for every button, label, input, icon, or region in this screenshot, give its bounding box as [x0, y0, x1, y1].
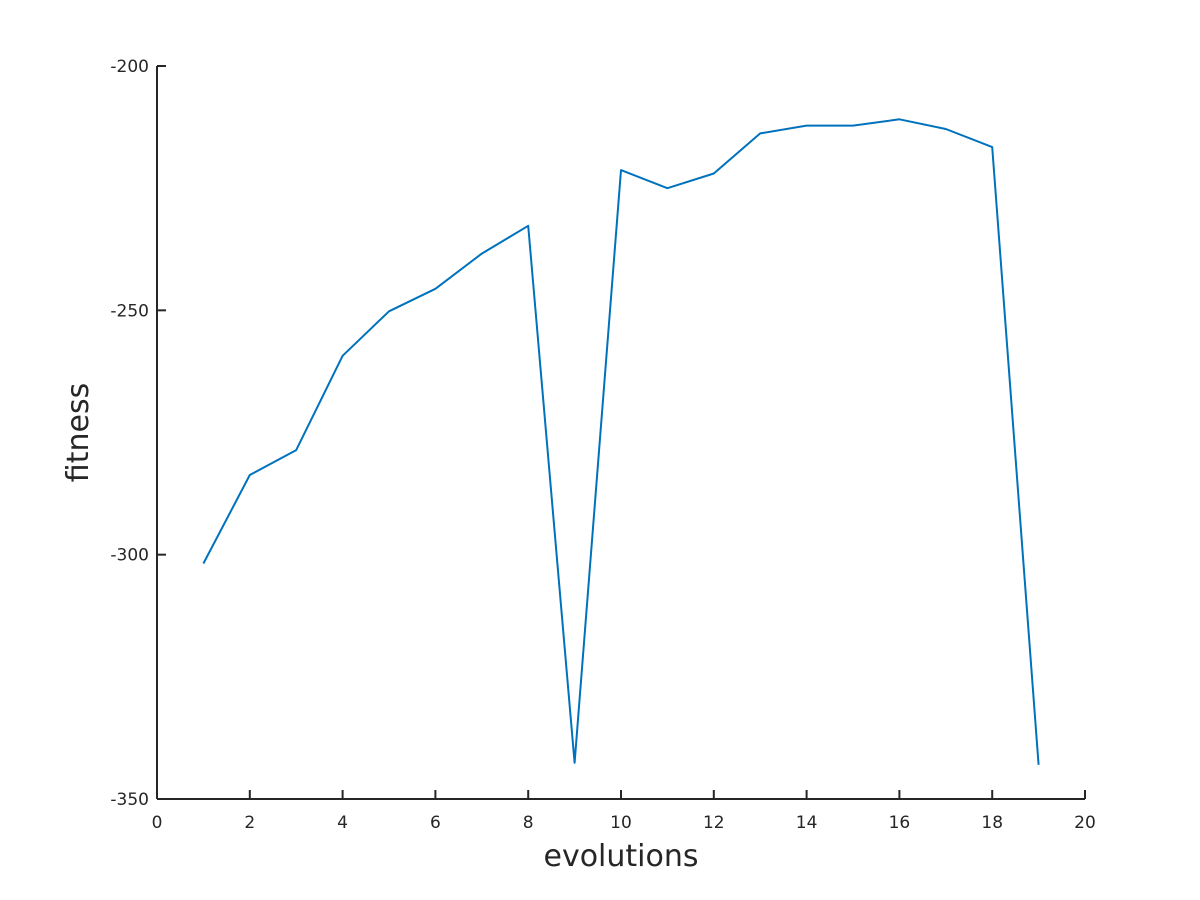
y-axis-title: fitness: [61, 383, 96, 482]
x-tick-label: 14: [796, 813, 818, 833]
x-tick-label: 8: [523, 813, 534, 833]
x-tick-label: 18: [981, 813, 1003, 833]
x-tick-label: 4: [337, 813, 348, 833]
series-layer: [202, 118, 1040, 765]
x-tick-label: 2: [244, 813, 255, 833]
series-line-fitness: [202, 118, 1040, 765]
x-tick-label: 16: [889, 813, 911, 833]
axes: 0 2 4 6 8 10 12 14 16 18 20 -350 -300 -250 -200: [110, 57, 1095, 833]
y-tick-label: -300: [110, 546, 149, 566]
y-tick-label: -200: [110, 57, 149, 77]
x-tick-label: 12: [703, 813, 725, 833]
x-tick-label: 20: [1074, 813, 1096, 833]
y-tick-label: -350: [110, 790, 149, 810]
x-tick-label: 10: [610, 813, 632, 833]
y-tick-label: -250: [110, 301, 149, 321]
x-tick-label: 0: [152, 813, 163, 833]
x-tick-label: 6: [430, 813, 441, 833]
x-axis-title: evolutions: [543, 839, 698, 874]
